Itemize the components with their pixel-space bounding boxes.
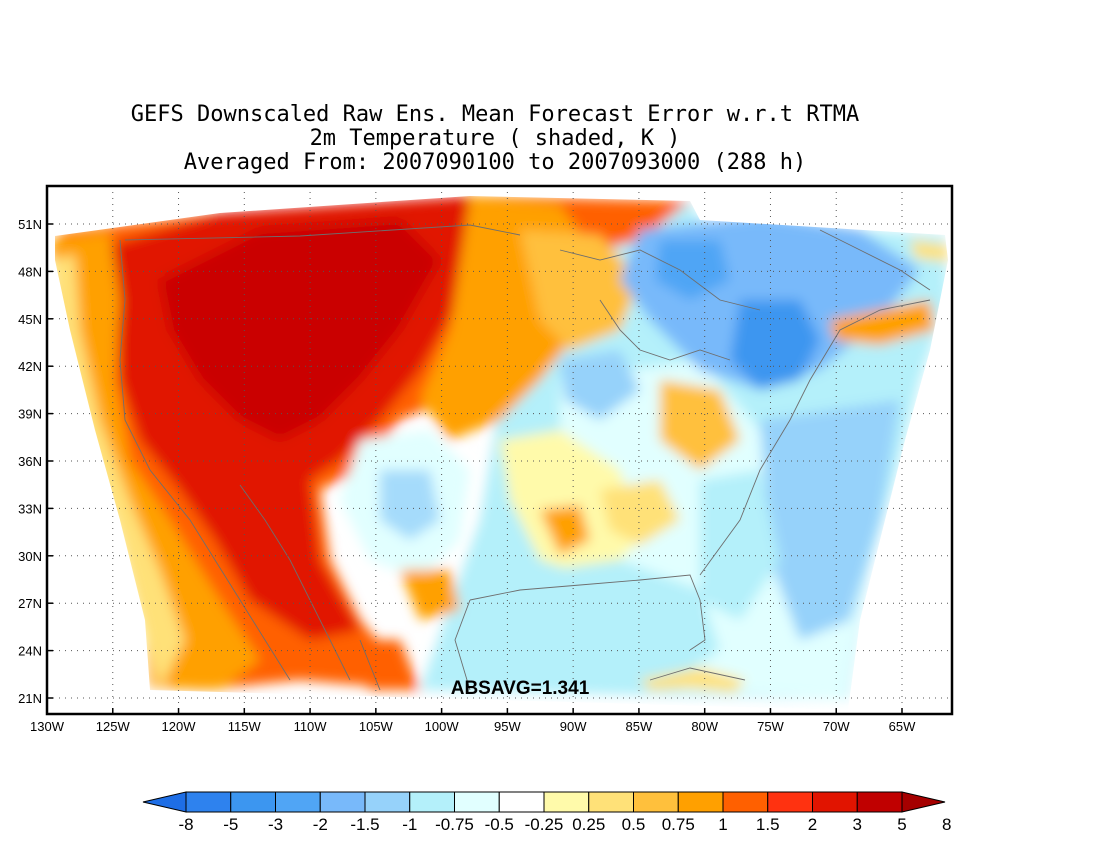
latitude-axis: 51N 48N 45N 42N 39N 36N 33N 30N 27N 24N 21N	[18, 217, 53, 706]
colorbar: -8 -5 -3 -2 -1.5 -1 -0.75 -0.5 -0.25 0.25 0.5 0.75 1…	[142, 791, 951, 834]
colorbar-label: 2	[808, 815, 817, 834]
map-frame	[45, 184, 954, 716]
colorbar-swatch	[767, 791, 813, 813]
colorbar-label: -8	[178, 815, 193, 834]
longitude-axis: 130W 125W 120W 115W 110W 105W 100W 95W 90W 85W 80W…	[30, 708, 916, 734]
colorbar-label: -0.75	[435, 815, 474, 834]
title-line-3: Averaged From: 2007090100 to 2007093000 …	[183, 150, 807, 175]
colorbar-swatch	[588, 791, 634, 813]
lon-tick-label: 125W	[96, 719, 131, 734]
colorbar-label: 5	[897, 815, 906, 834]
lon-tick-label: 120W	[162, 719, 197, 734]
lat-tick-label: 39N	[18, 407, 42, 422]
colorbar-arrow-low	[142, 791, 187, 813]
colorbar-arrow-high	[901, 791, 946, 813]
colorbar-label: 0.75	[662, 815, 695, 834]
colorbar-swatch	[230, 791, 276, 813]
colorbar-swatch	[319, 791, 366, 813]
lat-tick-label: 30N	[18, 549, 42, 564]
lat-lon-grid	[47, 186, 952, 714]
colorbar-swatch	[677, 791, 724, 813]
colorbar-label: 3	[853, 815, 862, 834]
colorbar-swatch	[498, 791, 545, 813]
lat-tick-label: 48N	[18, 264, 42, 279]
colorbar-label: -0.25	[525, 815, 564, 834]
lon-tick-label: 130W	[30, 719, 65, 734]
lon-tick-label: 95W	[494, 719, 521, 734]
shaded-field	[47, 186, 952, 714]
colorbar-swatch	[409, 791, 455, 813]
lon-tick-label: 110W	[294, 719, 328, 734]
colorbar-label: 0.25	[572, 815, 605, 834]
lon-tick-label: 85W	[626, 719, 653, 734]
lon-tick-label: 75W	[757, 719, 784, 734]
lat-tick-label: 51N	[18, 217, 42, 232]
colorbar-label: 1	[718, 815, 727, 834]
lon-tick-label: 90W	[560, 719, 587, 734]
absavg-annotation: ABSAVG=1.341	[451, 678, 590, 699]
colorbar-swatch	[454, 791, 500, 813]
lat-tick-label: 42N	[18, 359, 42, 374]
lat-tick-label: 27N	[18, 596, 42, 611]
lat-tick-label: 45N	[18, 312, 42, 327]
lon-tick-label: 115W	[228, 719, 262, 734]
coastline-overlay	[119, 224, 931, 691]
colorbar-swatch	[185, 791, 232, 813]
colorbar-swatch	[543, 791, 590, 813]
lat-tick-label: 24N	[18, 644, 42, 659]
title-line-1: GEFS Downscaled Raw Ens. Mean Forecast E…	[130, 102, 860, 127]
colorbar-label: 1.5	[756, 815, 780, 834]
lat-tick-label: 21N	[18, 691, 42, 706]
colorbar-swatch	[275, 791, 321, 813]
colorbar-swatch	[364, 791, 411, 813]
lon-tick-label: 65W	[889, 719, 916, 734]
lat-tick-label: 33N	[18, 501, 42, 516]
colorbar-swatch	[722, 791, 769, 813]
colorbar-label: 8	[942, 815, 951, 834]
lon-tick-label: 70W	[823, 719, 850, 734]
colorbar-label: -1.5	[350, 815, 379, 834]
lon-tick-label: 105W	[359, 719, 394, 734]
lat-tick-label: 36N	[18, 454, 42, 469]
colorbar-swatch	[812, 791, 858, 813]
colorbar-label: -0.5	[485, 815, 514, 834]
colorbar-label: -1	[402, 815, 417, 834]
colorbar-label: 0.5	[622, 815, 646, 834]
title-line-2: 2m Temperature ( shaded, K )	[309, 126, 681, 151]
colorbar-label: -5	[223, 815, 238, 834]
colorbar-swatch	[633, 791, 679, 813]
colorbar-swatch	[856, 791, 903, 813]
lon-tick-label: 100W	[425, 719, 460, 734]
colorbar-label: -2	[313, 815, 328, 834]
colorbar-label: -3	[268, 815, 283, 834]
lon-tick-label: 80W	[691, 719, 718, 734]
